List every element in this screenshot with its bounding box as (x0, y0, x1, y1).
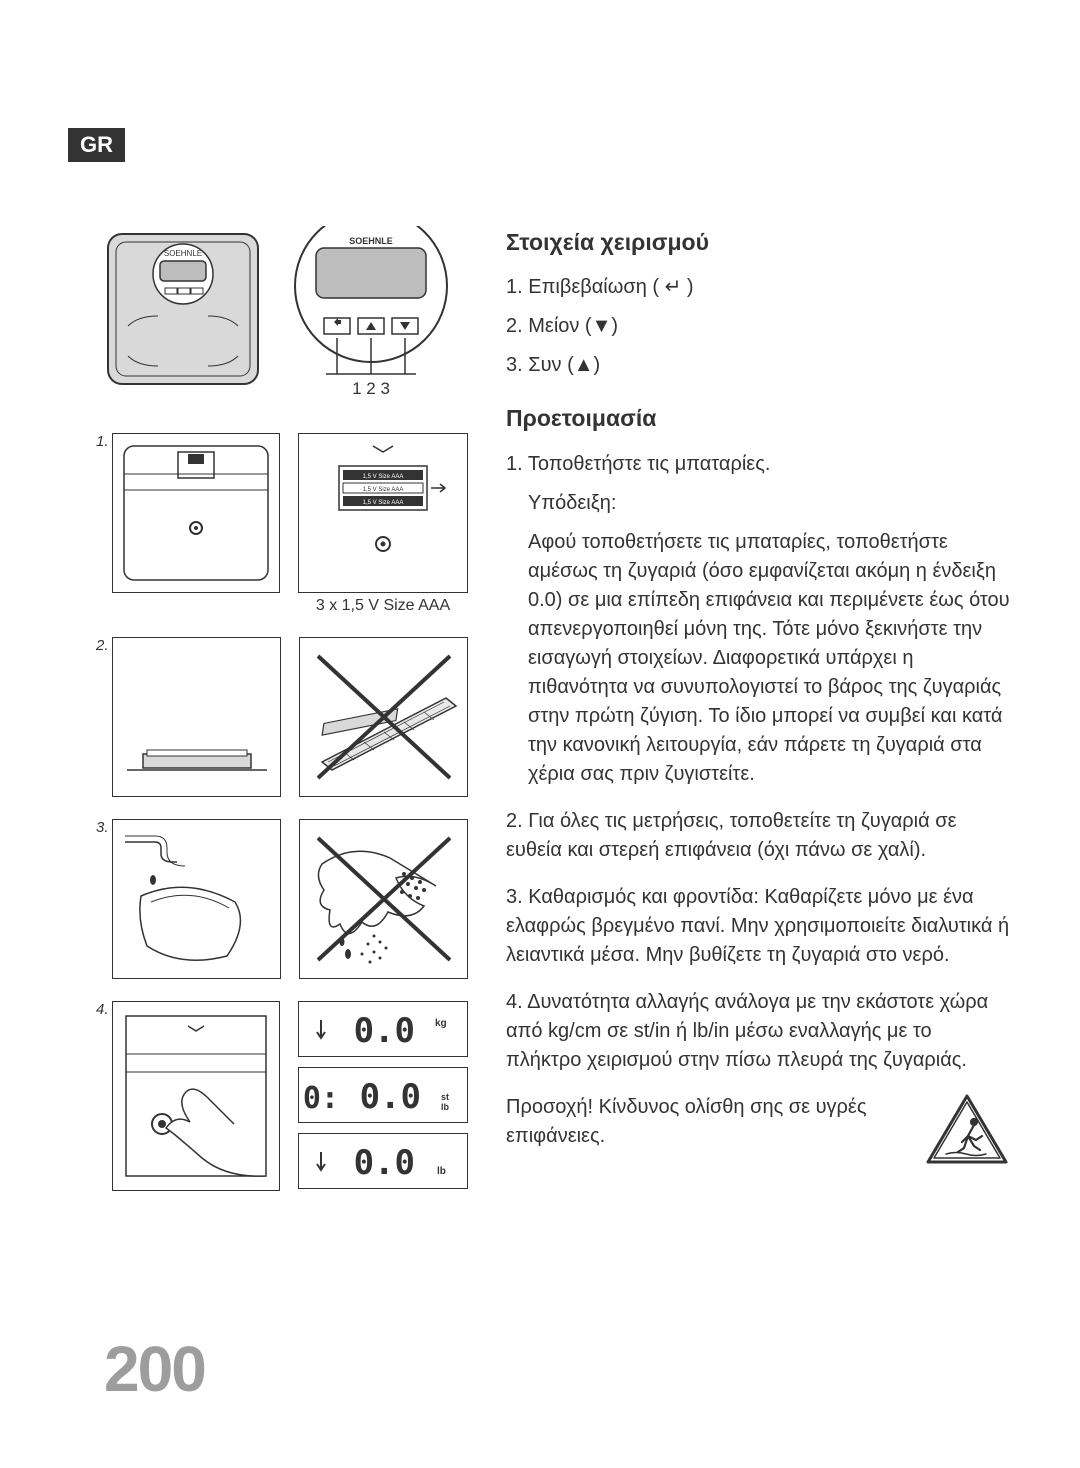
prep-1-line1: 1. Τοποθετήστε τις μπαταρίες. (506, 450, 1010, 479)
page-content: SOEHNLE SOEHNLE (98, 226, 1010, 1191)
svg-text:1,5 V Size AAA: 1,5 V Size AAA (363, 487, 404, 493)
text-column: Στοιχεία χειρισμού 1. Επιβεβαίωση ( ↵ ) … (506, 226, 1010, 1191)
svg-text:0.0: 0.0 (354, 1011, 415, 1051)
language-badge: GR (68, 128, 125, 162)
svg-text:0.0: 0.0 (360, 1077, 421, 1117)
figure-unit-button (112, 1001, 280, 1191)
figure-flat-surface (112, 637, 281, 797)
page-number: 200 (104, 1332, 205, 1406)
heading-controls: Στοιχεία χειρισμού (506, 226, 1010, 259)
figure-number-4: 4. (96, 1001, 109, 1018)
prep-1-body: Αφού τοποθετήσετε τις μπαταρίες, τοποθετ… (506, 528, 1010, 789)
control-item-1: 1. Επιβεβαίωση ( ↵ ) (506, 273, 1010, 302)
figure-carpet-cross (299, 637, 468, 797)
svg-text:SOEHNLE: SOEHNLE (349, 236, 393, 246)
svg-text:0.0: 0.0 (354, 1143, 415, 1183)
figures-column: SOEHNLE SOEHNLE (98, 226, 468, 1191)
svg-text:kg: kg (435, 1018, 447, 1029)
warning-text: Προσοχή! Κίνδυνος ολίσθη σης σε υγρές επ… (506, 1093, 910, 1151)
figure-row-3: 3. (98, 819, 468, 979)
prep-1-hint-label: Υπόδειξη: (506, 489, 1010, 518)
control-item-3: 3. Συν (▲) (506, 351, 1010, 380)
figure-no-abrasive (299, 819, 468, 979)
svg-text:0:: 0: (303, 1081, 339, 1116)
prep-item-2: 2. Για όλες τις μετρήσεις, τοποθετείτε τ… (506, 807, 1010, 865)
svg-text:1 2 3: 1 2 3 (352, 379, 390, 398)
battery-caption: 3 x 1,5 V Size AAA (298, 597, 468, 615)
prep-item-4: 4. Δυνατότητα αλλαγής ανάλογα με την εκά… (506, 988, 1010, 1075)
svg-text:1,5 V Size AAA: 1,5 V Size AAA (363, 500, 404, 506)
svg-text:st: st (441, 1092, 449, 1102)
figure-number-1: 1. (96, 433, 109, 450)
svg-text:lb: lb (441, 1102, 450, 1112)
figure-damp-cloth (112, 819, 281, 979)
control-item-2: 2. Μείον (▼) (506, 312, 1010, 341)
figure-unit-displays: 0.0 kg 0: 0.0 st lb 0.0 (298, 1001, 468, 1189)
figure-row-2: 2. (98, 637, 468, 797)
warning-block: Προσοχή! Κίνδυνος ολίσθη σης σε υγρές επ… (506, 1093, 1010, 1173)
prep-item-3: 3. Καθαρισμός και φροντίδα: Καθαρίζετε μ… (506, 883, 1010, 970)
prep-2-body: 2. Για όλες τις μετρήσεις, τοποθετείτε τ… (506, 807, 1010, 865)
figure-battery-compartment: 1,5 V Size AAA 1,5 V Size AAA 1,5 V Size… (298, 433, 468, 615)
svg-text:lb: lb (437, 1166, 446, 1177)
heading-preparation: Προετοιμασία (506, 402, 1010, 435)
figure-number-3: 3. (96, 819, 109, 836)
figure-row-1: 1. (98, 433, 468, 615)
figure-display-zoom: SOEHNLE 1 2 3 (286, 226, 456, 411)
prep-item-1: 1. Τοποθετήστε τις μπαταρίες. Υπόδειξη: … (506, 450, 1010, 789)
slip-warning-icon (924, 1092, 1010, 1177)
figure-row-top: SOEHNLE SOEHNLE (98, 226, 468, 411)
brand-text: SOEHNLE (164, 249, 202, 258)
figure-number-2: 2. (96, 637, 109, 654)
svg-text:1,5 V Size AAA: 1,5 V Size AAA (363, 474, 404, 480)
prep-3-body: 3. Καθαρισμός και φροντίδα: Καθαρίζετε μ… (506, 883, 1010, 970)
prep-4-body: 4. Δυνατότητα αλλαγής ανάλογα με την εκά… (506, 988, 1010, 1075)
figure-scale-front: SOEHNLE (98, 226, 268, 401)
figure-row-4: 4. 0.0 kg (98, 1001, 468, 1191)
figure-scale-back (112, 433, 280, 593)
